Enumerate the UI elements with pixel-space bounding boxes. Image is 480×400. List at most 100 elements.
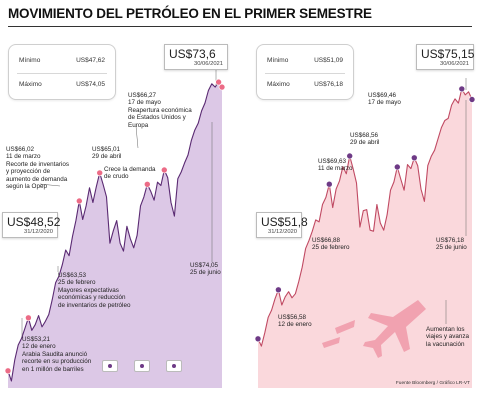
right-may17-price: US$69,46	[368, 92, 397, 99]
left-price-area	[7, 81, 223, 388]
right-stats-divider	[265, 73, 345, 74]
left-jan12-date: 12 de enero	[22, 343, 56, 351]
left-apr29-date: 29 de abril	[92, 153, 122, 161]
right-apr29-date: 29 de abril	[350, 139, 380, 147]
left-may17-line-3: Europa	[128, 121, 149, 129]
left-start-callout: US$48,52 31/12/2020	[2, 212, 61, 238]
left-marker-8	[218, 83, 226, 91]
left-start-value: US$48,52	[7, 215, 61, 229]
right-min-label: Mínimo	[267, 57, 289, 64]
left-feb25-line-2: económicas y reducción	[58, 294, 126, 302]
right-stats-box: Mínimo US$76,18 US$51,09 Máximo US$76,18	[256, 44, 354, 100]
right-marker-6	[410, 154, 418, 162]
right-end-value: US$75,15	[421, 47, 475, 61]
left-may17-date: 17 de mayo	[128, 99, 161, 107]
right-markers	[254, 85, 476, 343]
right-feb25-date: 25 de febrero	[312, 244, 350, 252]
right-mar11-date: 11 de marzo	[318, 165, 353, 173]
left-leader-may	[135, 125, 139, 149]
right-may17-date: 17 de mayo	[368, 99, 401, 107]
right-may17-note: US$69,46 17 de mayo	[368, 92, 401, 107]
right-apr29-note: US$68,56 29 de abril	[350, 132, 379, 147]
right-marker-4	[346, 152, 354, 160]
left-may17-price: US$66,27	[128, 92, 157, 99]
right-start-value: US$51,8	[261, 215, 308, 229]
left-area-fill	[8, 82, 222, 388]
right-end-date: 30/06/2021	[439, 61, 469, 67]
right-vaccine-line-1: Aumentan los	[426, 326, 465, 333]
title-rule	[8, 26, 472, 27]
right-min-value-text: US$51,09	[314, 57, 343, 64]
left-marker-6	[161, 166, 168, 174]
left-apr29-note: US$65,01 29 de abril	[92, 146, 121, 161]
left-leader-mar	[39, 183, 61, 187]
left-max-value: US$74,05	[76, 81, 105, 88]
left-mar11-price: US$66,02	[6, 146, 35, 153]
right-jan12-date: 12 de enero	[278, 321, 312, 329]
left-max-row: Máximo US$74,05	[19, 81, 105, 93]
left-apr29-price: US$65,01	[92, 146, 121, 153]
left-may17-line-2: de Estados Unidos y	[128, 114, 186, 122]
right-vaccine-note: Aumentan los viajes y avanza la vacunaci…	[426, 326, 469, 348]
left-may17-line-1: Reapertura económica	[128, 106, 192, 114]
right-marker-8	[468, 96, 476, 103]
right-price-line	[257, 88, 473, 347]
right-apr29-price: US$68,56	[350, 132, 379, 139]
left-jan12-line-2: recorte en su producción	[22, 358, 92, 366]
left-min-row: Mínimo US$47,62	[19, 57, 105, 69]
right-jan12-note: US$56,58 12 de enero	[278, 314, 312, 329]
left-jan12-line-1: Arabia Saudita anunció	[22, 350, 88, 358]
left-stats-box: Mínimo US$47,62 Máximo US$74,05	[8, 44, 116, 100]
left-min-value: US$47,62	[76, 57, 105, 64]
left-price-line	[7, 81, 223, 382]
left-mar11-note: US$66,02 11 de marzo Recorte de inventar…	[6, 146, 69, 190]
left-jan12-price: US$53,21	[22, 336, 51, 343]
right-jun25-note: US$76,18 25 de junio	[436, 237, 467, 252]
barrel-icon	[140, 364, 144, 368]
right-jun25-price: US$76,18	[436, 237, 465, 244]
right-feb25-note: US$66,88 25 de febrero	[312, 237, 349, 252]
right-mar11-price: US$69,63	[318, 158, 347, 165]
left-apr29-line-2: de crudo	[104, 173, 129, 181]
left-marker-5	[144, 181, 151, 188]
barrel-icon	[172, 364, 176, 368]
right-mar11-note: US$69,63 11 de marzo	[318, 158, 353, 173]
right-jun25-date: 25 de junio	[436, 244, 467, 252]
left-mar11-line-3: aumento de demanda	[6, 175, 68, 183]
left-jan12-line-3: en 1 millón de barriles	[22, 365, 84, 373]
right-max-row: Máximo US$76,18	[267, 81, 343, 93]
right-marker-7	[458, 85, 466, 93]
right-start-date: 31/12/2020	[267, 229, 297, 235]
left-feb25-note: US$63,53 25 de febrero Mayores expectati…	[58, 272, 130, 309]
left-mar11-date: 11 de marzo	[6, 153, 41, 161]
left-jun25-note: US$74,05 25 de junio	[190, 262, 221, 277]
right-marker-3	[325, 180, 333, 188]
right-jan12-price: US$56,58	[278, 314, 307, 321]
right-start-callout: US$51,8 31/12/2020	[256, 212, 308, 238]
left-jun25-price: US$74,05	[190, 262, 219, 269]
left-min-label: Mínimo	[19, 57, 41, 64]
left-feb25-line-3: de inventarios de petróleo	[58, 301, 131, 309]
left-may17-note: US$66,27 17 de mayo Reapertura económica…	[128, 92, 192, 129]
left-apr29-desc: Crece la demanda de crudo	[104, 166, 155, 181]
right-min-row: Mínimo US$76,18 US$51,09	[267, 57, 343, 69]
left-marker-3	[76, 197, 83, 205]
left-start-date: 31/12/2020	[23, 229, 53, 235]
left-marker-2	[25, 314, 32, 322]
airplane-icon	[322, 300, 426, 358]
left-max-label: Máximo	[19, 81, 42, 88]
left-mar11-line-2: y proyección de	[6, 168, 51, 176]
left-marker-7	[215, 78, 222, 86]
barrel-badge-3	[166, 360, 182, 372]
right-marker-2	[275, 286, 282, 294]
page-title: MOVIMIENTO DEL PETRÓLEO EN EL PRIMER SEM…	[8, 6, 372, 21]
barrel-badge-2	[134, 360, 150, 372]
right-feb25-price: US$66,88	[312, 237, 341, 244]
left-markers	[4, 78, 226, 375]
left-jan12-note: US$53,21 12 de enero Arabia Saudita anun…	[22, 336, 91, 373]
left-feb25-price: US$63,53	[58, 272, 87, 279]
left-marker-4	[96, 169, 103, 177]
left-mar11-line-4: según la Opep	[6, 183, 47, 191]
left-feb25-date: 25 de febrero	[58, 279, 96, 287]
right-marker-1	[254, 335, 262, 343]
